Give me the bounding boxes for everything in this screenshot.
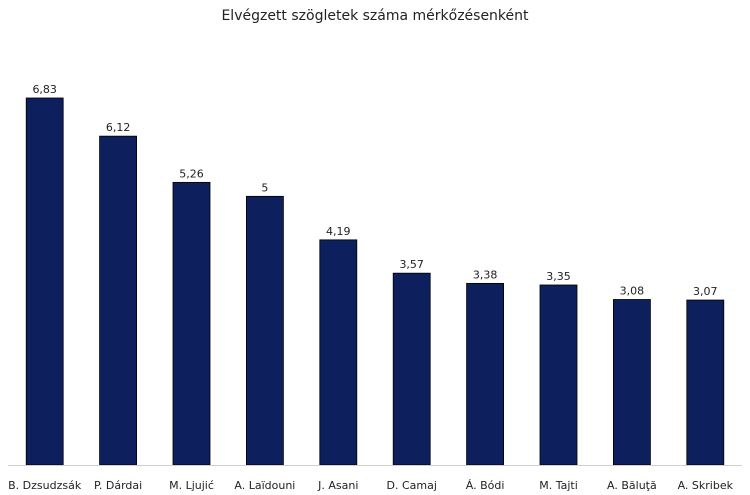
category-label-6: D. Camaj: [386, 479, 436, 492]
bar-8: [539, 284, 578, 466]
bar-2: [99, 135, 137, 466]
chart-title: Elvégzett szögletek száma mérkőzésenként: [221, 8, 529, 24]
bar-1: [25, 97, 64, 466]
bar-4: [245, 195, 284, 466]
value-label-9: 3,08: [620, 285, 645, 298]
category-label-8: M. Tajti: [539, 479, 578, 492]
bar-9: [613, 299, 651, 466]
value-label-5: 4,19: [326, 225, 351, 238]
value-label-4: 5: [261, 181, 268, 194]
bar-10: [686, 299, 725, 466]
category-label-3: M. Ljujić: [169, 479, 214, 492]
category-label-9: A. Băluţă: [607, 479, 657, 492]
bar-6: [392, 272, 431, 466]
category-label-7: Á. Bódi: [466, 479, 505, 492]
bar-3: [172, 181, 211, 466]
bars-layer: 6,83 B. Dzsudzsák 6,12 P. Dárdai 5,26 M. Ljuj…: [8, 83, 733, 492]
value-label-1: 6,83: [32, 83, 57, 96]
value-label-7: 3,38: [473, 268, 498, 281]
category-label-1: B. Dzsudzsák: [8, 479, 82, 492]
category-label-2: P. Dárdai: [94, 479, 142, 492]
category-label-10: A. Skribek: [678, 479, 734, 492]
value-label-10: 3,07: [693, 285, 718, 298]
value-label-3: 5,26: [179, 167, 204, 180]
bar-5: [319, 239, 358, 466]
value-label-8: 3,35: [546, 270, 571, 283]
bar-7: [466, 282, 505, 466]
value-label-6: 3,57: [399, 258, 424, 271]
category-label-5: J. Asani: [317, 479, 358, 492]
value-label-2: 6,12: [106, 121, 131, 134]
category-label-4: A. Laïdouni: [234, 479, 295, 492]
